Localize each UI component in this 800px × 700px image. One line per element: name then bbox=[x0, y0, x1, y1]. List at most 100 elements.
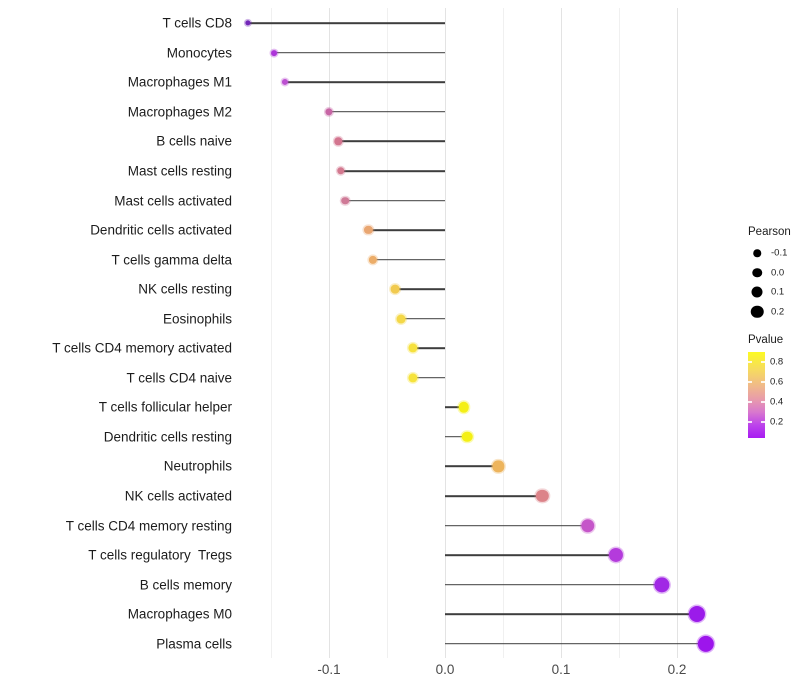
lollipop-stem bbox=[445, 436, 468, 438]
category-label: B cells naive bbox=[156, 133, 232, 149]
legend-pvalue-tick-mark bbox=[748, 381, 752, 383]
lollipop-stem bbox=[412, 377, 445, 379]
lollipop-dot bbox=[688, 606, 705, 623]
lollipop-stem bbox=[445, 524, 588, 527]
lollipop-dot bbox=[368, 255, 378, 264]
lollipop-stem bbox=[338, 140, 445, 143]
category-label: Dendritic cells resting bbox=[103, 429, 232, 445]
legend-pvalue-tick-mark bbox=[748, 361, 752, 363]
legend-pvalue-tick-mark bbox=[748, 401, 752, 403]
gridline-minor bbox=[270, 8, 272, 658]
legend-pvalue-tick-mark bbox=[761, 381, 765, 383]
legend-pvalue-tick-mark bbox=[761, 401, 765, 403]
legend-pearson-title: Pearson bbox=[748, 226, 791, 238]
x-tick-label: -0.1 bbox=[317, 662, 341, 677]
gridline-major bbox=[328, 8, 330, 658]
legend-pearson-item-label: 0.0 bbox=[771, 267, 785, 278]
category-label: Macrophages M2 bbox=[127, 104, 232, 120]
gridline-major bbox=[676, 8, 678, 658]
lollipop-dot bbox=[281, 79, 288, 86]
category-label: Macrophages M1 bbox=[127, 74, 232, 90]
lollipop-stem bbox=[395, 288, 445, 290]
lollipop-stem bbox=[445, 495, 543, 497]
lollipop-stem bbox=[373, 258, 445, 261]
lollipop-dot bbox=[325, 108, 333, 116]
category-label: Macrophages M0 bbox=[127, 606, 232, 622]
lollipop-stem bbox=[284, 81, 445, 84]
lollipop-dot bbox=[407, 373, 418, 383]
legend-pearson-key-dot bbox=[753, 249, 761, 257]
lollipop-stem bbox=[247, 22, 445, 24]
category-label: NK cells activated bbox=[124, 488, 232, 504]
category-label: T cells CD4 memory resting bbox=[65, 518, 232, 534]
lollipop-stem bbox=[400, 317, 445, 320]
lollipop-dot bbox=[458, 402, 469, 413]
legend-pvalue-tick-label: 0.6 bbox=[770, 376, 784, 388]
category-label: Monocytes bbox=[166, 45, 232, 61]
gridline-minor bbox=[618, 8, 620, 658]
lollipop-dot bbox=[536, 489, 549, 503]
category-label: NK cells resting bbox=[138, 281, 232, 297]
lollipop-dot bbox=[245, 20, 251, 26]
lollipop-stem bbox=[368, 229, 445, 231]
lollipop-dot bbox=[364, 225, 373, 235]
category-label: T cells CD4 naive bbox=[126, 370, 232, 386]
lollipop-dot bbox=[654, 577, 670, 593]
lollipop-dot bbox=[390, 284, 400, 294]
lollipop-stem bbox=[412, 347, 445, 350]
legend-pvalue-tick-mark bbox=[761, 361, 765, 363]
lollipop-stem bbox=[274, 51, 445, 54]
gridline-major bbox=[560, 8, 562, 658]
lollipop-dot bbox=[461, 431, 473, 443]
legend-pvalue-tick-label: 0.4 bbox=[770, 396, 784, 408]
category-label: Eosinophils bbox=[162, 311, 232, 327]
category-label: Neutrophils bbox=[163, 458, 232, 474]
lollipop-dot bbox=[407, 343, 418, 353]
lollipop-stem bbox=[445, 642, 706, 645]
legend-pvalue-tick-mark bbox=[748, 421, 752, 423]
legend-pvalue-title: Pvalue bbox=[748, 334, 784, 346]
lollipop-dot bbox=[334, 137, 342, 146]
legend-pearson-item-label: 0.1 bbox=[771, 286, 785, 298]
lollipop-stem bbox=[445, 554, 616, 556]
gridline-minor bbox=[386, 8, 388, 658]
lollipop-stem bbox=[340, 170, 445, 172]
category-label: T cells follicular helper bbox=[98, 399, 232, 415]
legend-pearson-key-dot bbox=[752, 267, 762, 278]
lollipop-dot bbox=[271, 49, 278, 56]
legend-pearson-key-dot bbox=[751, 286, 763, 298]
category-label: Dendritic cells activated bbox=[90, 222, 232, 238]
lollipop-dot bbox=[492, 460, 504, 473]
category-label: Plasma cells bbox=[156, 636, 232, 652]
legend-pvalue-gradient-bar bbox=[748, 352, 765, 438]
lollipop-dot bbox=[341, 196, 350, 205]
category-label: T cells CD8 bbox=[162, 15, 232, 31]
category-label: Mast cells activated bbox=[114, 193, 232, 208]
category-label: T cells regulatory Tregs bbox=[88, 547, 232, 563]
lollipop-stem bbox=[445, 613, 697, 615]
lollipop-dot bbox=[396, 314, 406, 324]
x-tick-label: 0.2 bbox=[667, 662, 687, 677]
category-label: T cells CD4 memory activated bbox=[52, 340, 232, 356]
legend-pvalue-tick-label: 0.2 bbox=[770, 416, 784, 428]
lollipop-stem bbox=[345, 199, 445, 202]
legend-pearson-item-label: -0.1 bbox=[771, 247, 788, 259]
category-label: B cells memory bbox=[139, 577, 232, 593]
x-tick-label: 0.1 bbox=[551, 662, 571, 677]
legend-pvalue-tick-label: 0.8 bbox=[770, 356, 784, 368]
lollipop-dot bbox=[608, 548, 623, 563]
legend-pearson-key-dot bbox=[750, 305, 764, 318]
lollipop-stem bbox=[329, 111, 445, 113]
lollipop-dot bbox=[697, 635, 715, 652]
lollipop-stem bbox=[445, 465, 499, 468]
category-label: T cells gamma delta bbox=[111, 252, 232, 268]
lollipop-stem bbox=[445, 406, 464, 409]
lollipop-dot bbox=[580, 518, 595, 533]
gridline-major bbox=[444, 8, 446, 658]
category-label: Mast cells resting bbox=[127, 163, 232, 179]
lollipop-stem bbox=[445, 583, 662, 586]
gridline-minor bbox=[502, 8, 504, 658]
legend-pvalue-tick-mark bbox=[761, 421, 765, 423]
x-tick-label: 0.0 bbox=[435, 662, 455, 677]
lollipop-dot bbox=[336, 167, 345, 175]
